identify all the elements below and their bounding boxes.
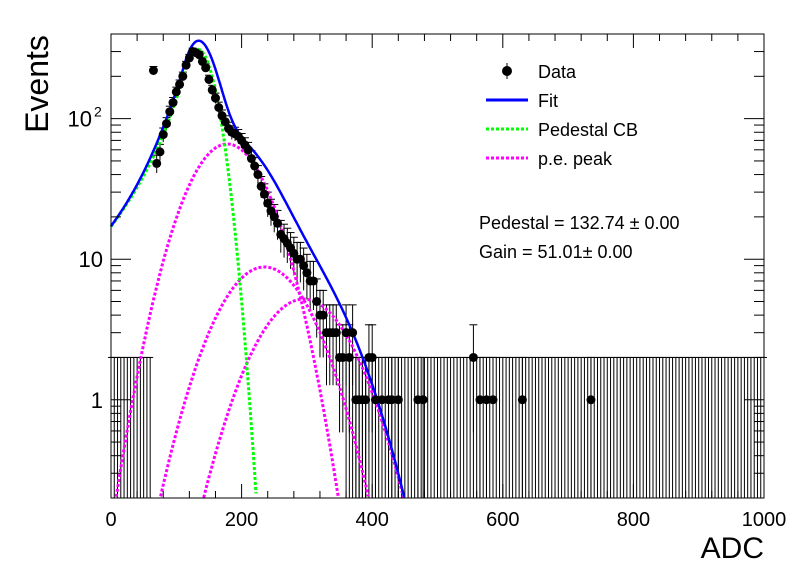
annotation-pedestal: Pedestal = 132.74 ± 0.00 — [479, 213, 680, 233]
data-point — [162, 119, 172, 129]
x-tick-label: 0 — [105, 509, 116, 531]
x-axis-label: ADC — [701, 532, 764, 565]
data-point — [214, 102, 224, 112]
data-point — [517, 395, 527, 405]
data-point — [299, 261, 309, 271]
pe-peak-curve-1 — [114, 142, 340, 498]
fit-curves — [109, 39, 406, 498]
y-tick-exponent: 2 — [94, 104, 102, 120]
annotation-gain: Gain = 51.01± 0.00 — [479, 242, 633, 262]
legend-label: p.e. peak — [538, 149, 613, 169]
pedestal-cb-curve — [109, 47, 258, 494]
data-point — [361, 395, 371, 405]
data-point — [178, 71, 188, 81]
data-point — [181, 60, 191, 70]
data-point — [468, 352, 478, 362]
y-tick-label: 1 — [91, 388, 103, 413]
data-point — [243, 145, 253, 155]
x-tick-label: 200 — [225, 509, 258, 531]
data-point — [256, 181, 266, 191]
x-tick-label: 1000 — [742, 509, 787, 531]
y-axis-label: Events — [19, 35, 55, 133]
y-tick-label: 10 — [79, 247, 103, 272]
legend-label: Fit — [538, 91, 558, 111]
pe-peak-curve-2 — [159, 265, 370, 497]
x-tick-label: 400 — [356, 509, 389, 531]
data-point — [201, 63, 211, 73]
data-point — [204, 74, 214, 84]
data-point — [250, 161, 260, 171]
data-point — [273, 218, 283, 228]
data-point — [341, 328, 351, 338]
data-point — [308, 276, 318, 286]
legend-marker — [502, 66, 512, 76]
data-point — [171, 87, 181, 97]
data-point — [312, 297, 322, 307]
data-point — [393, 395, 403, 405]
data-point — [158, 130, 168, 140]
data-point — [175, 79, 185, 89]
data-point — [338, 352, 348, 362]
x-tick-label: 800 — [617, 509, 650, 531]
data-points — [148, 47, 596, 405]
data-point — [418, 395, 428, 405]
data-point — [331, 328, 341, 338]
x-tick-label: 600 — [486, 509, 519, 531]
legend-label: Pedestal CB — [538, 120, 638, 140]
data-point — [246, 154, 256, 164]
legend-label: Data — [538, 62, 577, 82]
data-point — [344, 352, 354, 362]
fit-curve — [110, 39, 406, 498]
data-point — [370, 395, 380, 405]
data-point — [194, 50, 204, 60]
data-point — [586, 395, 596, 405]
data-point — [253, 170, 263, 180]
data-point — [168, 98, 178, 108]
y-tick-label: 10 — [68, 107, 92, 132]
data-point — [259, 189, 269, 199]
data-point — [377, 395, 387, 405]
data-point — [165, 107, 175, 117]
data-point — [387, 395, 397, 405]
data-point — [263, 198, 273, 208]
data-point — [152, 158, 162, 168]
data-point — [367, 352, 377, 362]
data-point — [475, 395, 485, 405]
data-point — [155, 147, 165, 157]
data-point — [210, 93, 220, 103]
data-point — [318, 310, 328, 320]
data-point — [207, 85, 217, 95]
data-point — [488, 395, 498, 405]
data-point — [302, 268, 312, 278]
error-bars — [108, 47, 767, 498]
pe-peak-curve-3 — [202, 297, 405, 498]
data-point — [148, 65, 158, 75]
data-point — [481, 395, 491, 405]
data-point — [220, 117, 230, 127]
legend: Data Fit Pedestal CB p.e. peak — [486, 62, 638, 169]
data-point — [348, 328, 358, 338]
